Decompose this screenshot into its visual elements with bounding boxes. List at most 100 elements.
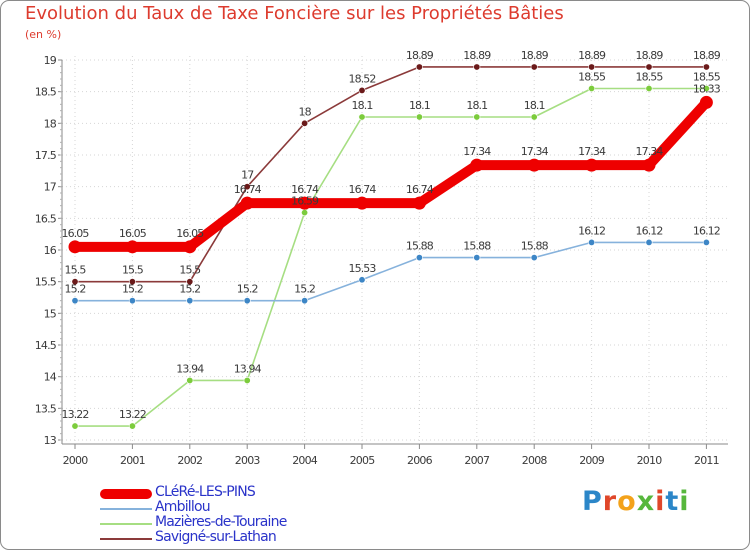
data-label: 13.94 bbox=[234, 362, 262, 375]
data-label: 18.55 bbox=[693, 71, 721, 84]
data-point bbox=[473, 63, 481, 71]
data-label: 15.88 bbox=[463, 240, 491, 253]
data-label: 16.59 bbox=[291, 195, 319, 208]
y-tick-label: 18 bbox=[44, 117, 57, 130]
chart-axes bbox=[61, 60, 728, 445]
data-labels: 15.5 15.5 15.5 17 18 18.52 18.89 18.89 18.89 18.8… bbox=[62, 49, 722, 421]
brand-letter: x bbox=[636, 486, 656, 517]
data-point bbox=[415, 113, 423, 121]
data-point bbox=[702, 85, 710, 93]
brand-letter: P bbox=[582, 486, 603, 517]
y-tick-label: 14 bbox=[44, 371, 57, 384]
brand-letter: o bbox=[617, 486, 637, 517]
data-label: 18.55 bbox=[578, 71, 606, 84]
data-point bbox=[588, 63, 596, 71]
y-tick-label: 17 bbox=[44, 181, 57, 194]
data-point bbox=[358, 113, 366, 121]
data-point bbox=[128, 422, 136, 430]
brand-letter: t bbox=[665, 486, 680, 517]
x-tick-label: 2004 bbox=[292, 454, 318, 467]
data-label: 15.5 bbox=[122, 264, 144, 277]
series-lines bbox=[70, 66, 712, 427]
data-point bbox=[68, 240, 82, 254]
data-label: 13.94 bbox=[176, 362, 204, 375]
chart-title: Evolution du Taux de Taxe Foncière sur l… bbox=[25, 3, 564, 24]
legend-label: Ambillou bbox=[155, 499, 211, 515]
data-point bbox=[183, 240, 197, 254]
data-label: 17.34 bbox=[578, 145, 606, 158]
y-tick-label: 14.5 bbox=[35, 339, 57, 352]
data-label: 17.34 bbox=[463, 145, 491, 158]
y-axis-unit-label: (en %) bbox=[25, 28, 62, 41]
legend-swatch bbox=[100, 489, 152, 499]
data-point bbox=[243, 183, 251, 191]
data-label: 18.52 bbox=[349, 72, 376, 85]
data-label: 13.22 bbox=[62, 408, 89, 421]
data-label: 15.88 bbox=[406, 240, 434, 253]
x-tick-label: 2002 bbox=[177, 454, 202, 467]
data-point bbox=[530, 63, 538, 71]
x-tick-label: 2008 bbox=[522, 454, 548, 467]
data-label: 15.2 bbox=[237, 283, 258, 296]
axis-ticks: 13 13.5 14 14.5 15 15.5 16 16.5 17 17.5 18 18.5 19 20… bbox=[35, 54, 720, 467]
legend-swatch bbox=[100, 538, 152, 540]
data-point bbox=[530, 254, 538, 262]
data-point bbox=[128, 278, 136, 286]
data-point bbox=[355, 196, 369, 210]
data-label: 13.22 bbox=[119, 408, 146, 421]
data-point bbox=[470, 158, 484, 172]
data-label: 16.74 bbox=[406, 183, 434, 196]
data-point bbox=[645, 85, 653, 93]
data-label: 15.2 bbox=[122, 283, 143, 296]
data-point bbox=[243, 297, 251, 305]
x-tick-label: 2003 bbox=[235, 454, 261, 467]
series-line bbox=[74, 66, 708, 283]
data-point bbox=[415, 63, 423, 71]
data-label: 16.12 bbox=[578, 224, 605, 237]
data-point bbox=[702, 238, 710, 246]
data-label: 18.89 bbox=[636, 49, 664, 62]
data-point bbox=[301, 209, 309, 217]
y-tick-label: 16.5 bbox=[35, 212, 57, 225]
x-tick-label: 2011 bbox=[694, 454, 719, 467]
brand-letter: i bbox=[655, 486, 666, 517]
data-point bbox=[412, 196, 426, 210]
legend-swatch bbox=[100, 508, 152, 510]
data-label: 16.74 bbox=[234, 183, 262, 196]
data-point bbox=[301, 119, 309, 127]
data-point bbox=[128, 297, 136, 305]
brand-letter: r bbox=[602, 486, 618, 517]
data-point bbox=[473, 113, 481, 121]
data-point bbox=[186, 278, 194, 286]
series-points bbox=[68, 63, 713, 430]
data-point bbox=[186, 376, 194, 384]
data-label: 18.55 bbox=[636, 71, 664, 84]
brand-logo: Proxiti bbox=[582, 486, 690, 517]
data-point bbox=[527, 158, 541, 172]
data-label: 15.2 bbox=[65, 283, 86, 296]
data-label: 18.89 bbox=[578, 49, 606, 62]
data-point bbox=[125, 240, 139, 254]
data-label: 18.89 bbox=[463, 49, 491, 62]
data-point bbox=[699, 95, 713, 109]
data-point bbox=[186, 297, 194, 305]
y-tick-label: 13.5 bbox=[35, 402, 57, 415]
y-tick-label: 17.5 bbox=[35, 149, 57, 162]
data-point bbox=[71, 297, 79, 305]
x-tick-label: 2010 bbox=[637, 454, 663, 467]
data-label: 16.05 bbox=[119, 227, 147, 240]
legend-label: Mazières-de-Touraine bbox=[155, 514, 287, 530]
data-label: 15.5 bbox=[179, 264, 201, 277]
data-point bbox=[588, 238, 596, 246]
data-label: 16.05 bbox=[176, 227, 204, 240]
series-line bbox=[74, 87, 708, 427]
legend-swatch bbox=[100, 523, 152, 525]
y-tick-label: 13 bbox=[44, 434, 57, 447]
data-label: 16.74 bbox=[349, 183, 377, 196]
data-label: 18.33 bbox=[693, 82, 721, 95]
data-label: 15.88 bbox=[521, 240, 549, 253]
data-label: 17 bbox=[241, 169, 254, 182]
x-tick-label: 2005 bbox=[350, 454, 376, 467]
data-point bbox=[243, 376, 251, 384]
